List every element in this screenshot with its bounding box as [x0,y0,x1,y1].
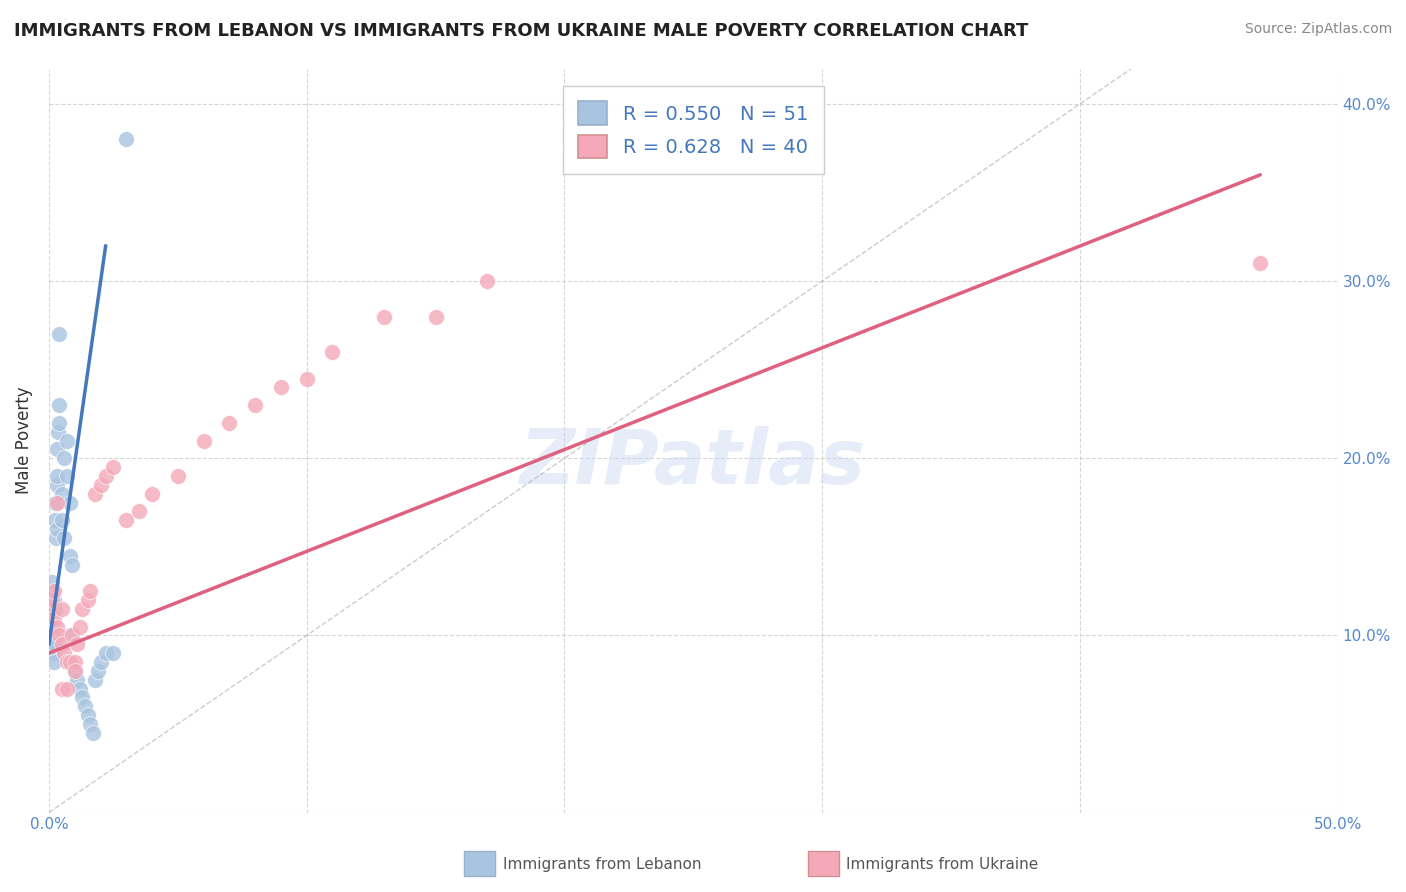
Point [89,478,111,492]
Point [53,646,76,660]
Point [44,637,66,651]
Point [42,628,65,642]
Point [58,495,80,509]
Y-axis label: Male Poverty: Male Poverty [15,387,32,494]
Point [128,504,150,518]
Point [94,646,117,660]
Point [66,673,89,687]
Point [79,717,101,731]
Point [45,495,67,509]
Point [46,425,69,439]
Point [58,549,80,563]
Point [76,708,98,723]
Point [51,637,73,651]
Text: Immigrants from Lebanon: Immigrants from Lebanon [503,857,702,872]
Point [42,619,65,633]
Point [41,593,63,607]
Point [63,664,86,678]
Point [243,398,266,412]
Point [53,531,76,545]
Point [58,655,80,669]
Point [42,646,65,660]
Point [94,469,117,483]
Point [166,469,188,483]
Point [56,434,79,448]
Point [72,602,94,616]
Text: Immigrants from Ukraine: Immigrants from Ukraine [846,857,1039,872]
Point [321,345,343,359]
Text: IMMIGRANTS FROM LEBANON VS IMMIGRANTS FROM UKRAINE MALE POVERTY CORRELATION CHAR: IMMIGRANTS FROM LEBANON VS IMMIGRANTS FR… [14,22,1028,40]
Point [56,681,79,696]
Point [103,460,125,475]
Point [69,681,91,696]
Point [45,522,67,536]
Point [79,584,101,599]
Point [45,478,67,492]
Point [42,637,65,651]
Point [51,681,73,696]
Point [44,513,66,527]
Point [56,469,79,483]
Point [66,637,89,651]
Point [41,575,63,590]
Point [51,486,73,500]
Point [270,380,292,394]
Point [103,646,125,660]
Point [41,602,63,616]
Point [89,655,111,669]
Point [41,628,63,642]
Point [44,495,66,509]
Point [42,593,65,607]
Point [41,584,63,599]
Point [42,584,65,599]
Point [475,274,498,288]
Point [41,593,63,607]
Point [60,558,83,572]
Point [58,628,80,642]
Text: Source: ZipAtlas.com: Source: ZipAtlas.com [1244,22,1392,37]
Point [1249,256,1271,270]
Point [193,434,215,448]
Point [115,132,138,146]
Point [373,310,395,324]
Point [39,610,62,624]
Point [72,690,94,705]
Point [41,602,63,616]
Legend: R = 0.550   N = 51, R = 0.628   N = 40: R = 0.550 N = 51, R = 0.628 N = 40 [562,86,824,174]
Point [63,664,86,678]
Point [295,371,318,385]
Text: ZIPatlas: ZIPatlas [520,425,866,500]
Point [218,416,240,430]
Point [42,655,65,669]
Point [51,602,73,616]
Point [73,699,96,714]
Point [84,486,107,500]
Point [82,726,104,740]
Point [56,655,79,669]
Point [51,513,73,527]
Point [45,619,67,633]
Point [63,655,86,669]
Point [42,602,65,616]
Point [48,327,70,342]
Point [115,513,138,527]
Point [48,398,70,412]
Point [141,486,163,500]
Point [44,602,66,616]
Point [60,628,83,642]
Point [48,416,70,430]
Point [53,451,76,466]
Point [84,673,107,687]
Point [76,593,98,607]
Point [45,531,67,545]
Point [46,442,69,457]
Point [69,619,91,633]
Point [42,610,65,624]
Point [87,664,110,678]
Point [48,628,70,642]
Point [45,469,67,483]
Point [425,310,447,324]
Point [39,602,62,616]
